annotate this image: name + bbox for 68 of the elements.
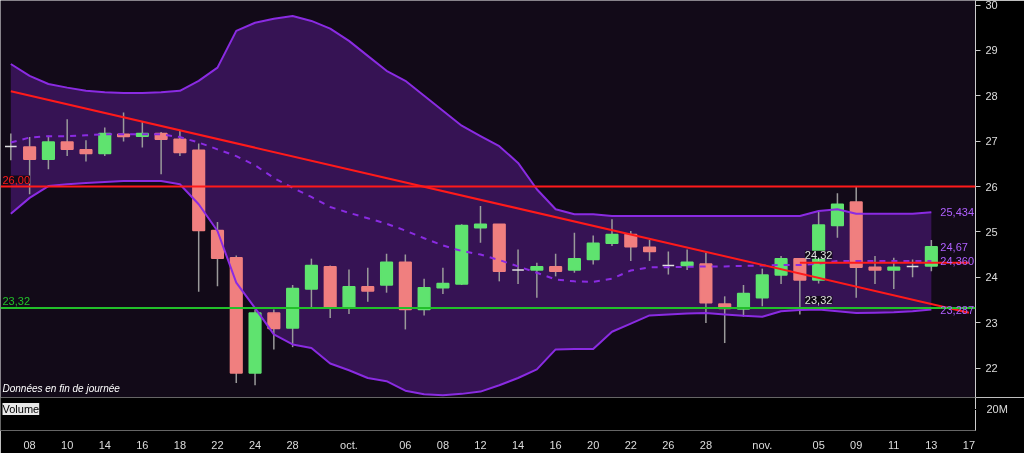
x-tick-label: 28 <box>699 438 713 451</box>
candlestick <box>304 257 318 309</box>
candlestick <box>642 239 657 262</box>
candlestick <box>567 232 581 274</box>
candlestick <box>361 266 375 303</box>
y-tick-label: 27 <box>985 135 998 148</box>
x-tick-label: 16 <box>136 438 149 451</box>
ref-line-label: 23,32 <box>2 295 31 308</box>
x-tick-label: 26 <box>662 438 675 451</box>
candlestick <box>887 257 901 290</box>
candlestick <box>661 250 675 276</box>
x-tick-label: 22 <box>211 438 224 451</box>
annotation: 24,32 <box>804 248 833 261</box>
x-tick-label: 22 <box>624 438 637 451</box>
candlestick <box>342 268 356 315</box>
text: Volume <box>2 403 40 416</box>
x-tick-label: 20 <box>587 438 600 451</box>
x-tick-label: 14 <box>98 438 111 451</box>
text: 20M <box>986 403 1008 416</box>
candlestick <box>267 308 281 351</box>
x-tick-label: 09 <box>850 438 863 451</box>
x-tick-label: 18 <box>173 438 187 451</box>
y-tick-label: 30 <box>985 0 998 12</box>
x-tick-label: 08 <box>436 438 450 451</box>
y-tick-label: 24 <box>985 271 998 284</box>
candlestick <box>586 234 600 266</box>
y-tick-label: 23 <box>985 316 998 329</box>
x-tick-label: 16 <box>549 438 562 451</box>
candlestick <box>605 218 619 247</box>
x-tick-label: 12 <box>474 438 487 451</box>
annotation: 23,32 <box>804 294 833 307</box>
candlestick <box>436 266 450 295</box>
x-tick-label: 28 <box>286 438 299 451</box>
x-tick-label: 13 <box>925 438 938 451</box>
y-tick-label: 28 <box>985 89 998 102</box>
annotation: 25,434 <box>940 206 975 219</box>
x-tick-label: 11 <box>888 438 900 451</box>
candlestick <box>868 255 882 285</box>
annotation: Données en fin de journée <box>2 382 121 394</box>
x-tick-label: 24 <box>248 438 262 451</box>
annotation: 24,67 <box>940 240 968 253</box>
x-tick-label: 17 <box>962 438 976 451</box>
candlestick <box>473 205 488 244</box>
x-tick-label: 10 <box>61 438 74 451</box>
candlestick <box>98 126 112 157</box>
x-tick-label: 06 <box>399 438 412 451</box>
candlestick <box>41 134 55 171</box>
candlestick <box>4 132 18 161</box>
x-tick-label: 14 <box>511 438 525 451</box>
candlestick <box>755 267 769 308</box>
candlestick <box>830 192 844 239</box>
candlestick <box>530 262 544 299</box>
x-tick-label: oct. <box>340 438 358 451</box>
candlestick <box>60 118 74 157</box>
candlestick <box>79 139 93 163</box>
y-tick-label: 25 <box>985 225 998 238</box>
ref-line-label: 26,00 <box>2 173 31 186</box>
candlestick <box>173 129 187 157</box>
y-tick-label: 29 <box>985 44 998 57</box>
y-tick-label: 26 <box>985 180 998 193</box>
y-tick-label: 22 <box>985 362 998 375</box>
candlestick <box>549 252 563 278</box>
candlestick <box>511 248 525 285</box>
x-tick-label: 05 <box>812 438 825 451</box>
x-tick-label: 08 <box>23 438 36 451</box>
candlestick <box>624 230 638 262</box>
candlestick <box>379 252 394 294</box>
x-tick-label: nov. <box>752 438 773 451</box>
